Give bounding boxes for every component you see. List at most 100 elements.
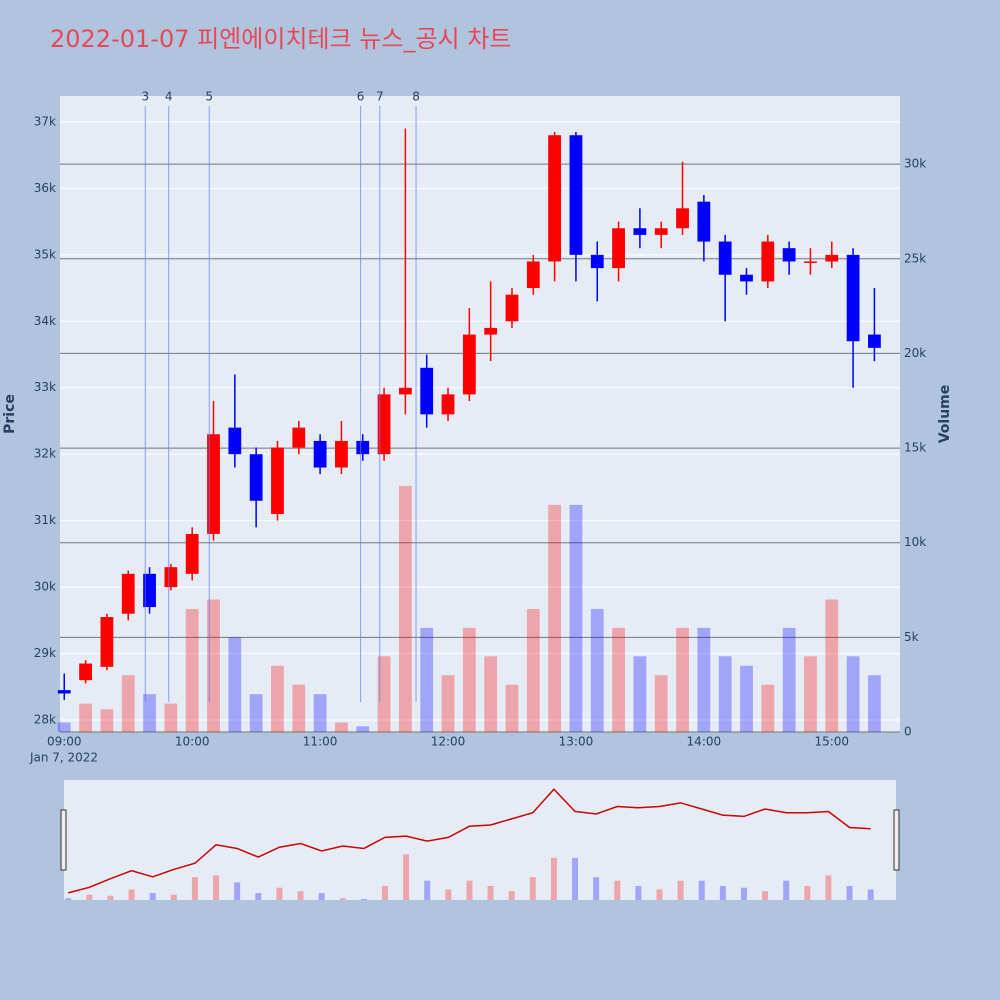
x-tick-label: 13:00 xyxy=(559,735,594,749)
candle-body xyxy=(398,387,412,395)
volume-bar xyxy=(654,675,668,732)
mini-volume-bar xyxy=(339,898,346,900)
candle-body xyxy=(420,367,434,415)
news-label: 5 xyxy=(205,90,213,104)
range-slider[interactable] xyxy=(64,780,896,900)
volume-bar xyxy=(761,684,775,732)
volume-bar xyxy=(249,694,263,732)
volume-bar xyxy=(100,709,114,732)
candle-body xyxy=(868,334,881,348)
candle-body xyxy=(57,690,71,694)
candle-body xyxy=(676,208,689,229)
y-tick-label: 37k xyxy=(34,114,56,128)
range-handle-right[interactable] xyxy=(893,809,900,871)
mini-volume-bar xyxy=(783,880,790,900)
volume-bar xyxy=(313,694,327,732)
mini-volume-bar xyxy=(846,885,853,900)
candle-body xyxy=(462,334,476,395)
mini-volume-bar xyxy=(445,889,452,900)
mini-volume-bar xyxy=(572,857,579,900)
plot-area xyxy=(60,96,900,732)
candle-body xyxy=(590,254,604,269)
mini-volume-bar xyxy=(508,891,515,900)
mini-volume-bar xyxy=(128,889,135,900)
candle-body xyxy=(548,135,562,262)
volume-bar xyxy=(185,608,199,732)
mini-volume-bar xyxy=(614,880,621,900)
mini-volume-bar xyxy=(149,892,156,900)
news-label: 7 xyxy=(376,90,384,104)
volume-bar xyxy=(868,675,881,732)
mini-volume-bar xyxy=(191,877,198,900)
candle-body xyxy=(569,135,583,255)
mini-volume-bar xyxy=(656,889,663,900)
news-label: 4 xyxy=(165,90,173,104)
x-date-label: Jan 7, 2022 xyxy=(29,751,98,765)
candle-body xyxy=(185,533,199,574)
volume-bar xyxy=(335,722,348,732)
volume-bar xyxy=(441,675,455,732)
candle-body xyxy=(804,261,817,263)
candle-body xyxy=(292,427,306,448)
volume-bar xyxy=(228,637,242,732)
mini-volume-bar xyxy=(698,880,705,900)
y2-tick-label: 20k xyxy=(904,346,926,360)
candle-body xyxy=(335,440,348,468)
mini-volume-bar xyxy=(487,885,494,900)
x-tick-label: 14:00 xyxy=(687,735,722,749)
volume-bar xyxy=(57,722,71,732)
mini-volume-bar xyxy=(170,894,177,900)
candle-body xyxy=(356,440,370,455)
candle-body xyxy=(79,663,92,681)
y2-tick-label: 30k xyxy=(904,157,926,171)
mini-volume-bar xyxy=(403,854,410,900)
volume-bar xyxy=(825,599,839,732)
candle-body xyxy=(143,573,156,608)
volume-bar xyxy=(143,694,156,732)
mini-volume-bar xyxy=(550,857,557,900)
volume-bar xyxy=(569,504,583,732)
x-tick-label: 11:00 xyxy=(303,735,338,749)
volume-bar xyxy=(740,665,753,732)
range-handle-left[interactable] xyxy=(60,809,67,871)
y2-tick-label: 5k xyxy=(904,630,919,644)
candle-body xyxy=(697,201,711,242)
candle-body xyxy=(846,254,860,342)
y2-axis-title: Volume xyxy=(937,385,953,444)
y2-tick-label: 25k xyxy=(904,251,926,265)
y-tick-label: 30k xyxy=(34,580,56,594)
candle-body xyxy=(782,248,796,262)
volume-bar xyxy=(676,627,689,732)
candle-body xyxy=(654,228,668,235)
mini-volume-bar xyxy=(825,875,832,900)
x-tick-label: 15:00 xyxy=(814,735,849,749)
chart-title: 2022-01-07 피엔에이치테크 뉴스_공시 차트 xyxy=(50,25,511,53)
y-tick-label: 28k xyxy=(34,713,56,727)
mini-volume-bar xyxy=(65,898,72,900)
mini-volume-bar xyxy=(635,885,642,900)
volume-bar xyxy=(271,665,284,732)
volume-bar xyxy=(484,656,498,732)
volume-bar xyxy=(505,684,519,732)
y-tick-label: 31k xyxy=(34,513,56,527)
candle-body xyxy=(271,447,284,515)
candle-body xyxy=(633,228,647,235)
y-tick-label: 32k xyxy=(34,447,56,461)
volume-bar xyxy=(612,627,625,732)
mini-volume-bar xyxy=(381,885,388,900)
x-tick-label: 10:00 xyxy=(175,735,210,749)
x-tick-label: 12:00 xyxy=(431,735,466,749)
mini-volume-bar xyxy=(213,875,220,900)
mini-volume-bar xyxy=(867,889,874,900)
y2-tick-label: 10k xyxy=(904,535,926,549)
x-tick-label: 09:00 xyxy=(47,735,82,749)
mini-volume-bar xyxy=(234,882,241,900)
mini-price-line xyxy=(68,788,871,894)
mini-volume-bar xyxy=(804,885,811,900)
mini-volume-bar xyxy=(529,877,536,900)
y-tick-label: 29k xyxy=(34,646,56,660)
candle-body xyxy=(825,254,839,262)
volume-bar xyxy=(398,485,412,732)
candle-body xyxy=(526,261,540,289)
candle-body xyxy=(164,567,178,588)
